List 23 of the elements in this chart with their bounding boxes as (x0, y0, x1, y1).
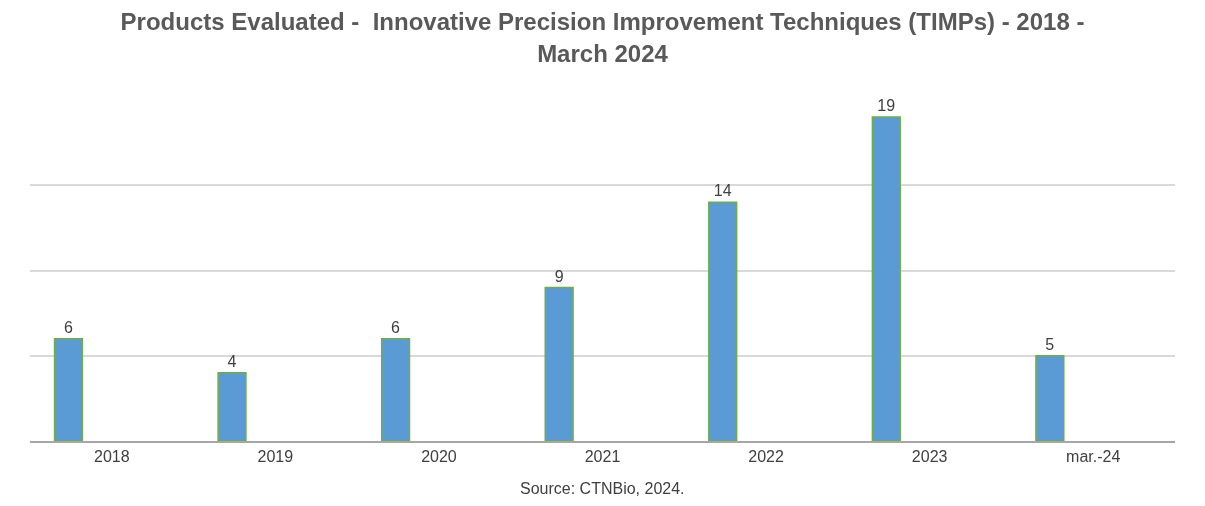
x-tick-label: 2020 (421, 448, 457, 466)
data-label: 6 (63, 318, 73, 336)
bar (217, 372, 247, 441)
x-tick-label: 2022 (748, 448, 784, 466)
data-label: 9 (554, 267, 564, 285)
bar (544, 286, 574, 441)
source-note: Source: CTNBio, 2024. (520, 480, 685, 497)
bar (53, 337, 84, 441)
data-label: 5 (1045, 335, 1055, 353)
x-tick-label: 2019 (257, 448, 294, 466)
x-tick-label: 2023 (911, 448, 948, 466)
data-label: 6 (391, 318, 401, 336)
data-label: 19 (877, 97, 896, 115)
bar (708, 201, 738, 441)
bar (380, 337, 411, 441)
data-label: 14 (713, 182, 732, 200)
x-tick-label: mar.-24 (1066, 448, 1121, 466)
bar (871, 116, 901, 441)
x-tick-label: 2021 (584, 448, 621, 466)
x-tick-label: 2018 (93, 448, 130, 466)
data-label: 4 (227, 352, 237, 370)
chart-title: Products Evaluated - Innovative Precision Improvement Techniques (TIMPs) - 2018 - March 2024 (120, 8, 1085, 67)
bar (1035, 355, 1065, 441)
